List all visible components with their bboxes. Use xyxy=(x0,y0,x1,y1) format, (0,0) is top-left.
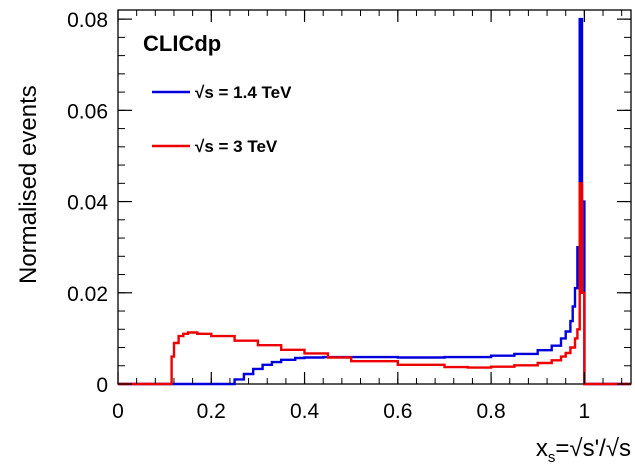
y-tick-label: 0.04 xyxy=(67,192,108,215)
x-axis-title-rest: =√s'/√s xyxy=(555,435,631,462)
ticks-layer: 0 0.2 0.4 0.6 0.8 1 0 0.02 0.04 0.06 0.08 xyxy=(67,9,631,423)
x-tick-label: 0.4 xyxy=(290,400,320,423)
y-tick-label: 0.08 xyxy=(67,9,108,32)
x-axis-title: xs=√s'/√s xyxy=(536,435,631,466)
y-tick-label: 0 xyxy=(96,374,108,397)
legend-label-1: √s = 3 TeV xyxy=(195,137,278,156)
series-layer xyxy=(118,17,631,386)
series-line-1 xyxy=(118,182,631,386)
x-axis-title-main: x xyxy=(536,435,548,462)
clicdp-logo: CLICdp xyxy=(143,31,221,56)
x-tick-label: 0.6 xyxy=(383,400,412,423)
x-tick-label: 0.2 xyxy=(197,400,226,423)
x-tick-label: 0 xyxy=(112,400,124,423)
legend-label-0: √s = 1.4 TeV xyxy=(195,83,292,102)
series-line-0 xyxy=(118,17,631,386)
y-axis-title: Normalised events xyxy=(15,85,42,284)
y-tick-label: 0.06 xyxy=(67,100,108,123)
plot-frame xyxy=(117,9,632,385)
x-tick-label: 1 xyxy=(579,400,591,423)
legend: √s = 1.4 TeV √s = 3 TeV xyxy=(152,83,292,156)
x-tick-label: 0.8 xyxy=(476,400,505,423)
y-tick-label: 0.02 xyxy=(67,283,108,306)
x-axis-title-sub: s xyxy=(548,449,556,466)
